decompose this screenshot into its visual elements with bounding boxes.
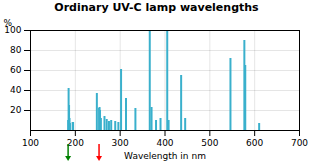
svg-text:20: 20 bbox=[10, 105, 22, 115]
svg-text:100: 100 bbox=[22, 138, 39, 148]
svg-text:700: 700 bbox=[291, 138, 308, 148]
svg-text:100: 100 bbox=[4, 25, 22, 36]
svg-text:600: 600 bbox=[246, 138, 263, 148]
svg-text:300: 300 bbox=[112, 138, 129, 148]
svg-text:40: 40 bbox=[10, 85, 22, 95]
svg-text:500: 500 bbox=[201, 138, 218, 148]
svg-text:80: 80 bbox=[10, 45, 22, 55]
html-text:Ordinary UV-C lamp wavelengths: Ordinary UV-C lamp wavelengths bbox=[54, 1, 259, 14]
svg-text:Wavelength in nm: Wavelength in nm bbox=[124, 151, 206, 161]
svg-text:60: 60 bbox=[10, 65, 22, 75]
svg-text:200: 200 bbox=[67, 138, 84, 148]
svg-text:%: % bbox=[4, 18, 13, 28]
svg-text:400: 400 bbox=[156, 138, 173, 148]
